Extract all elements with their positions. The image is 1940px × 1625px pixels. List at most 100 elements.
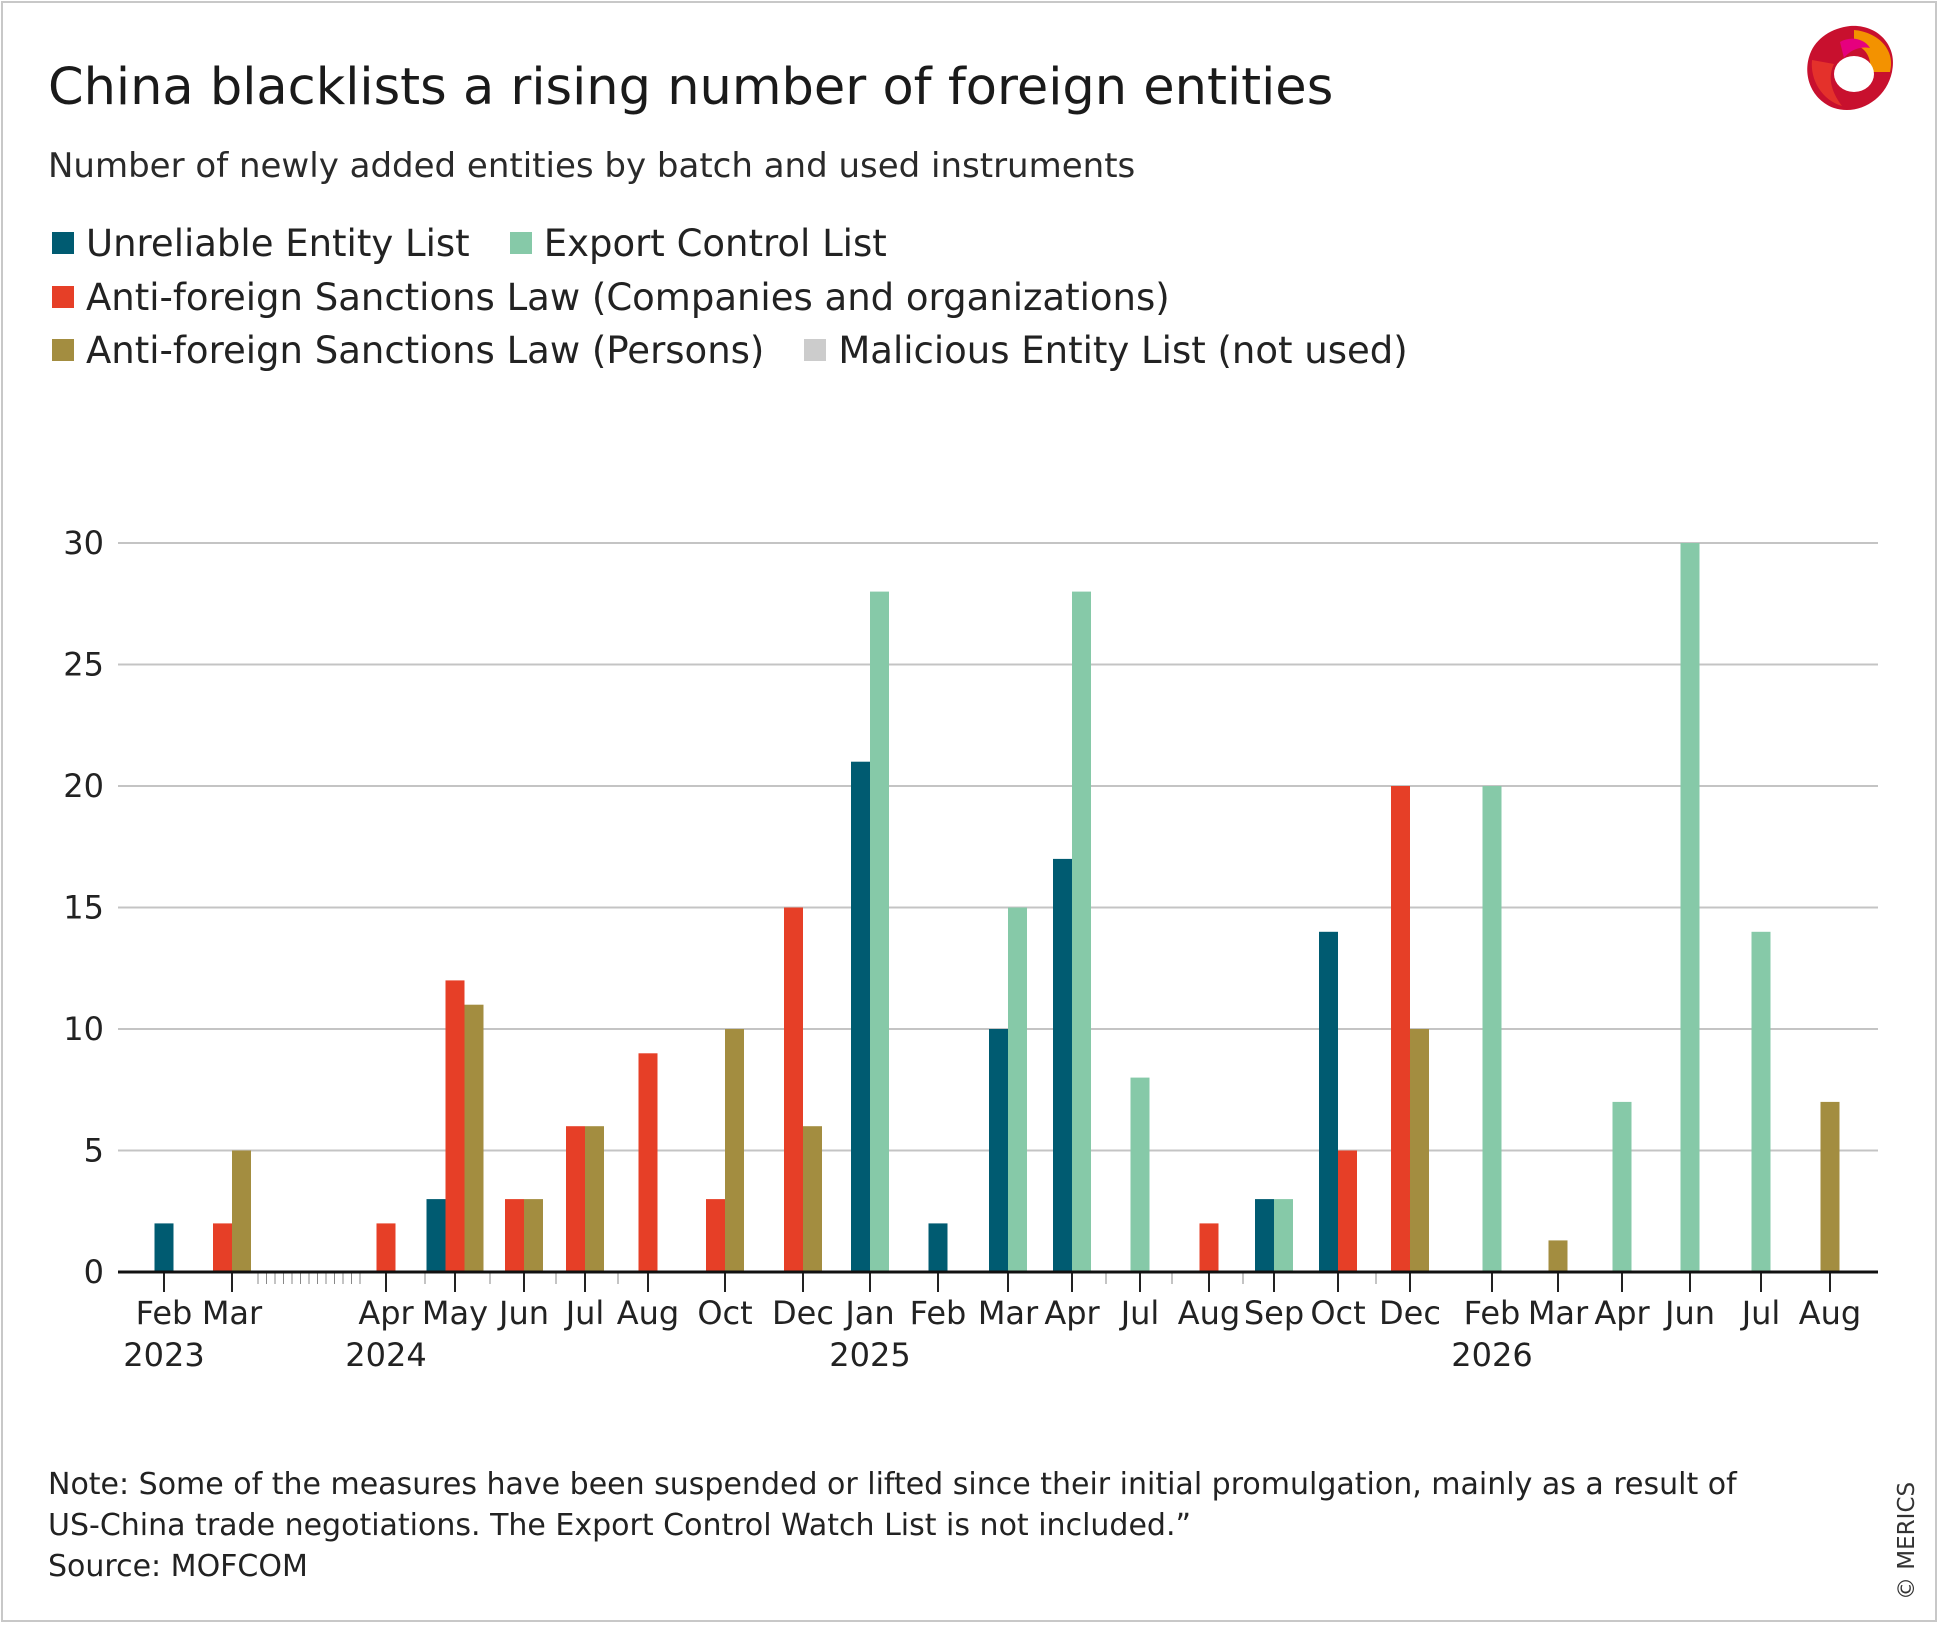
legend-label: Unreliable Entity List <box>86 221 470 265</box>
legend-row-1: Unreliable Entity List Export Control Li… <box>52 221 927 265</box>
legend-item-malicious-entity-list: Malicious Entity List (not used) <box>804 328 1408 372</box>
x-tick-label: Jul <box>1740 1294 1781 1332</box>
bar <box>1274 1199 1293 1272</box>
bar <box>1820 1101 1840 1272</box>
bar <box>376 1223 396 1272</box>
legend-label: Anti-foreign Sanctions Law (Persons) <box>86 328 765 372</box>
x-tick-label: Feb <box>136 1294 193 1332</box>
legend-label: Export Control List <box>543 221 887 265</box>
bar <box>1199 1223 1219 1272</box>
legend-item-unreliable-entity-list: Unreliable Entity List <box>52 222 470 265</box>
legend-swatch <box>52 286 74 308</box>
bar <box>989 1029 1008 1272</box>
bar <box>585 1126 604 1272</box>
x-tick-label: Jul <box>1119 1294 1160 1332</box>
bar <box>1391 786 1410 1272</box>
x-tick-label: Jun <box>497 1294 549 1332</box>
bar <box>803 1126 822 1272</box>
bar <box>1751 931 1771 1272</box>
bar <box>1130 1077 1150 1272</box>
x-tick-label: Dec <box>1379 1294 1441 1332</box>
bar <box>1680 543 1700 1272</box>
bar <box>1008 907 1027 1272</box>
y-tick-label: 15 <box>63 889 104 927</box>
x-tick-label: Jul <box>564 1294 605 1332</box>
bar <box>426 1199 446 1272</box>
merics-logo-icon <box>1807 25 1894 111</box>
bar <box>928 1223 948 1272</box>
x-tick-label: May <box>422 1294 488 1332</box>
bar <box>1072 591 1091 1272</box>
bar <box>1612 1101 1632 1272</box>
x-tick-label: Apr <box>358 1294 414 1332</box>
bar <box>638 1053 658 1272</box>
bar <box>784 907 803 1272</box>
x-tick-label: Oct <box>697 1294 752 1332</box>
bar <box>1053 858 1072 1272</box>
x-tick-label: Sep <box>1244 1294 1304 1332</box>
x-tick-label: Apr <box>1594 1294 1650 1332</box>
x-tick-label: Jun <box>1663 1294 1715 1332</box>
x-tick-label: Feb <box>910 1294 967 1332</box>
bar <box>1319 931 1338 1272</box>
x-tick-label: Mar <box>202 1294 263 1332</box>
bar <box>232 1150 251 1272</box>
bar <box>1410 1029 1429 1272</box>
x-tick-label: Aug <box>617 1294 679 1332</box>
bar <box>154 1223 174 1272</box>
x-tick-label: Mar <box>1528 1294 1589 1332</box>
source-line: Source: MOFCOM <box>48 1549 308 1584</box>
bar <box>464 1004 484 1272</box>
chart-subtitle: Number of newly added entities by batch … <box>48 146 1136 186</box>
x-tick-label: Aug <box>1178 1294 1240 1332</box>
x-year-label: 2024 <box>345 1336 426 1374</box>
legend-swatch <box>52 232 74 254</box>
y-tick-label: 5 <box>84 1132 104 1170</box>
bar <box>851 761 870 1272</box>
legend-label: Malicious Entity List (not used) <box>838 328 1408 372</box>
x-tick-label: Apr <box>1044 1294 1100 1332</box>
bar <box>1548 1240 1568 1272</box>
legend-item-afsl-persons: Anti-foreign Sanctions Law (Persons) <box>52 329 764 372</box>
bar <box>505 1199 524 1272</box>
y-tick-label: 10 <box>63 1010 104 1048</box>
bar <box>1255 1199 1274 1272</box>
x-tick-label: Aug <box>1799 1294 1861 1332</box>
bar <box>725 1029 744 1272</box>
x-year-label: 2026 <box>1451 1336 1532 1374</box>
note-line-2: US-China trade negotiations. The Export … <box>48 1508 1192 1543</box>
legend-row-3: Anti-foreign Sanctions Law (Persons) Mal… <box>52 328 1448 372</box>
bar <box>706 1199 725 1272</box>
y-tick-label: 30 <box>63 524 104 562</box>
note-line-1: Note: Some of the measures have been sus… <box>48 1467 1737 1502</box>
legend-swatch <box>52 339 74 361</box>
bar <box>566 1126 585 1272</box>
legend-row-2: Anti-foreign Sanctions Law (Companies an… <box>52 275 1210 319</box>
bar <box>1482 786 1502 1272</box>
legend-item-export-control-list: Export Control List <box>509 221 887 265</box>
x-tick-label: Feb <box>1464 1294 1521 1332</box>
legend-swatch <box>804 339 827 361</box>
y-tick-label: 0 <box>84 1253 104 1291</box>
bar <box>524 1199 543 1272</box>
x-tick-label: Dec <box>772 1294 834 1332</box>
y-tick-label: 20 <box>63 767 104 805</box>
x-tick-label: Oct <box>1310 1294 1365 1332</box>
chart-title: China blacklists a rising number of fore… <box>48 58 1334 117</box>
copyright-label: © MERICS <box>1894 1481 1920 1600</box>
x-tick-label: Mar <box>978 1294 1039 1332</box>
legend-item-afsl-companies: Anti-foreign Sanctions Law (Companies an… <box>52 276 1170 319</box>
bar <box>870 591 889 1272</box>
bar <box>213 1223 232 1272</box>
x-tick-label: Jan <box>843 1294 894 1332</box>
y-tick-label: 25 <box>63 646 104 684</box>
legend-label: Anti-foreign Sanctions Law (Companies an… <box>86 275 1170 319</box>
bar <box>1338 1150 1357 1272</box>
chart-notes: Note: Some of the measures have been sus… <box>48 1464 1737 1587</box>
x-year-label: 2023 <box>123 1336 204 1374</box>
legend-swatch <box>509 232 532 254</box>
x-year-label: 2025 <box>829 1336 910 1374</box>
bar <box>445 980 465 1272</box>
